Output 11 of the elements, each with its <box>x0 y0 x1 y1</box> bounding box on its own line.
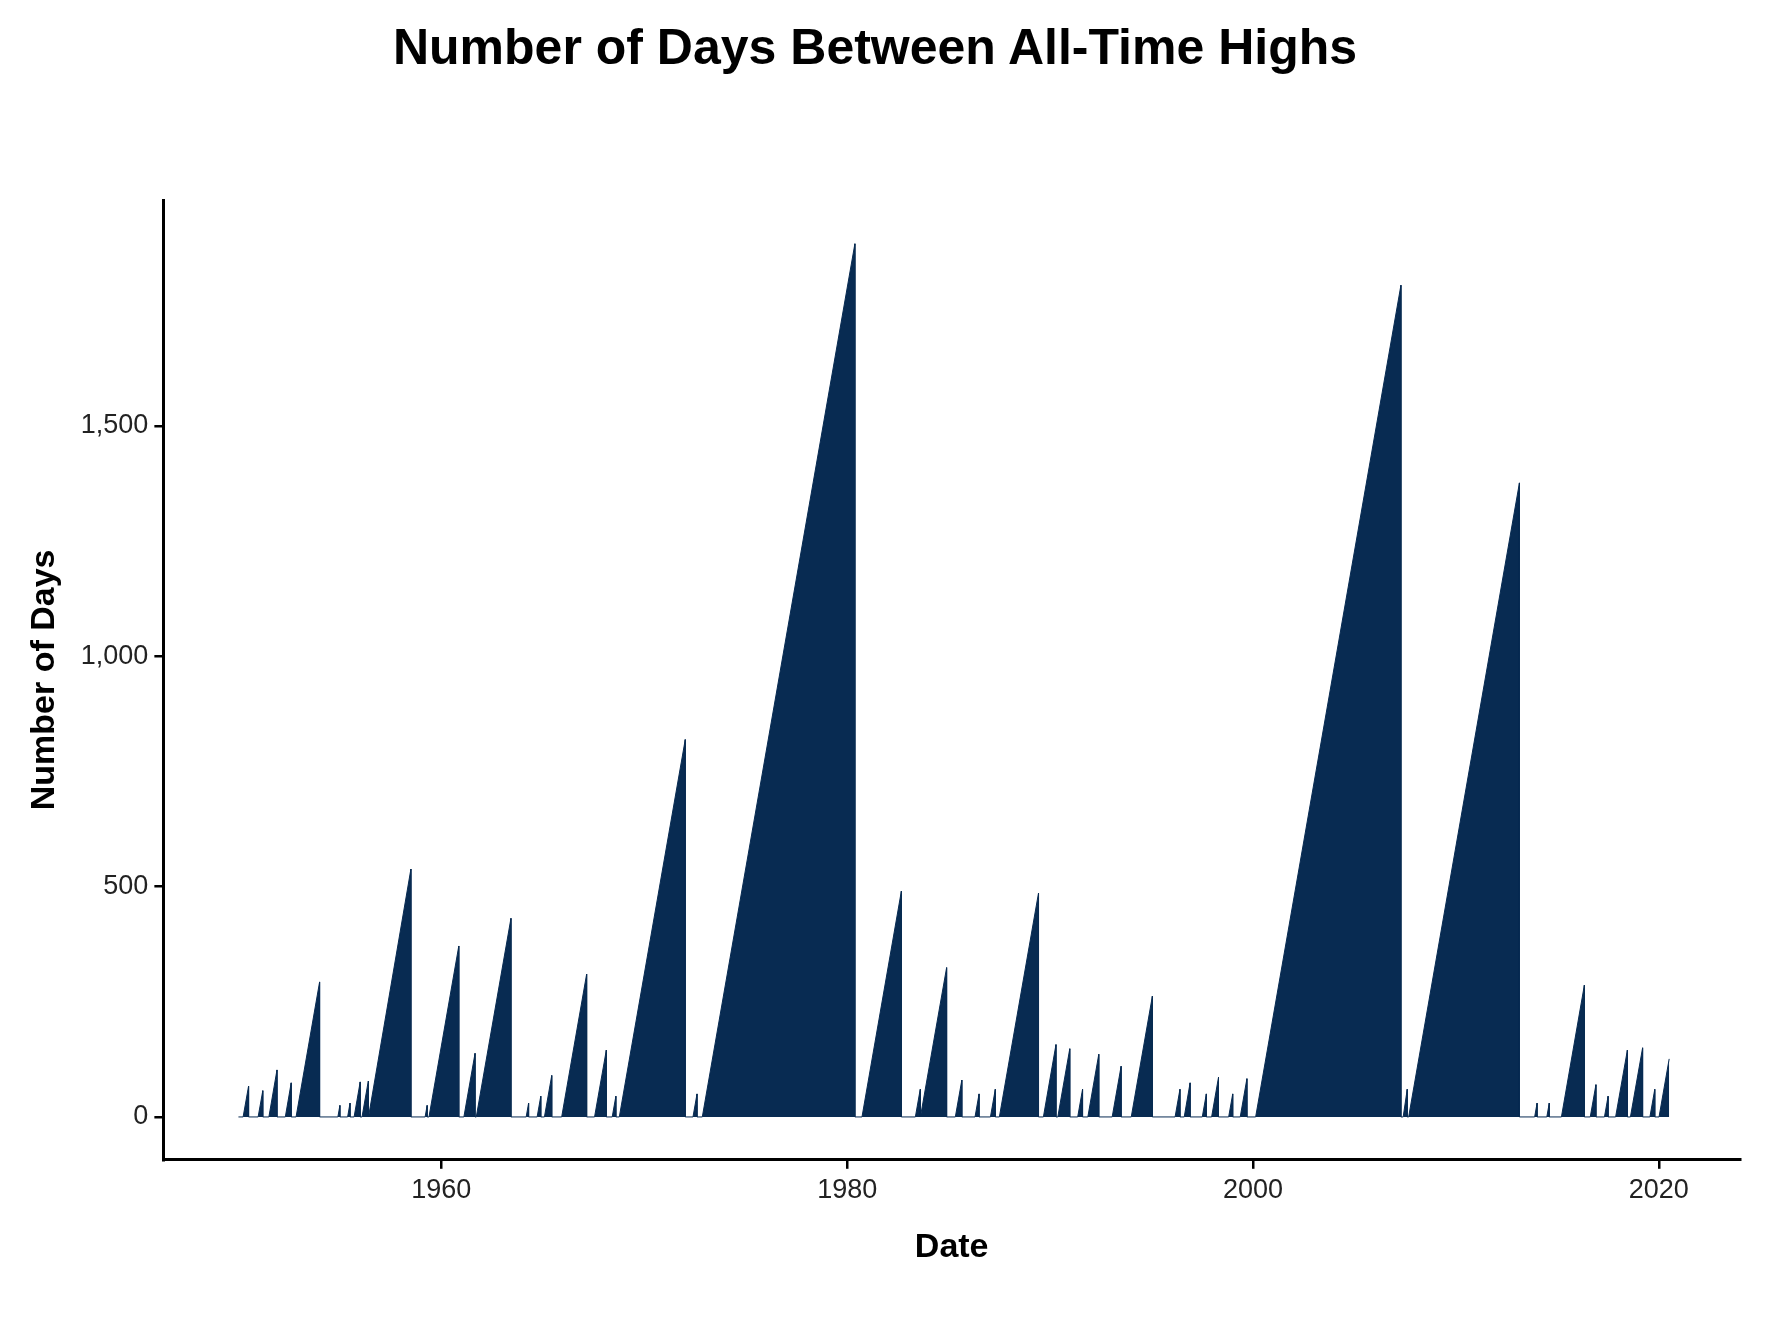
y-tick-label: 1,000 <box>80 639 149 670</box>
y-tick-label: 0 <box>133 1100 149 1131</box>
chart-title: Number of Days Between All-Time Highs <box>392 18 1358 75</box>
y-tick-label: 500 <box>103 870 149 901</box>
y-tick-label: 1,500 <box>80 409 149 440</box>
x-tick-label: 1960 <box>411 1174 472 1205</box>
x-tick-label: 1980 <box>817 1174 878 1205</box>
x-tick-label: 2000 <box>1222 1174 1284 1205</box>
y-axis-title: Number of Days <box>22 549 61 811</box>
x-axis-title: Date <box>914 1225 989 1264</box>
x-tick-label: 2020 <box>1628 1174 1689 1205</box>
